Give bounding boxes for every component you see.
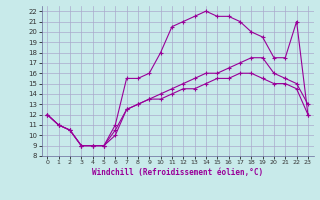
- X-axis label: Windchill (Refroidissement éolien,°C): Windchill (Refroidissement éolien,°C): [92, 168, 263, 177]
